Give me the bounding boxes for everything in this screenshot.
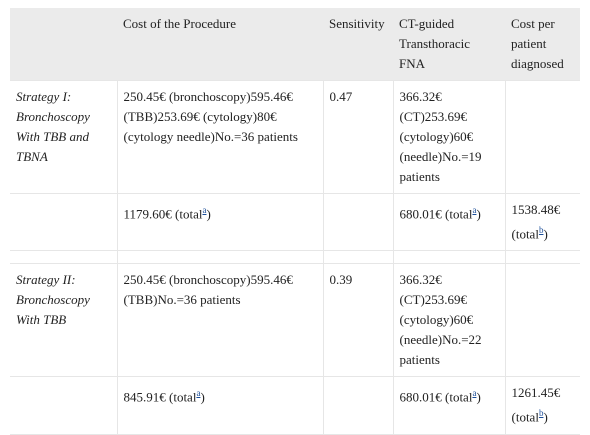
cell-text: 1261.45€ (total [511,385,561,425]
cell-text: 845.91€ (total [123,389,197,405]
data-cell: 366.32€ (CT)253.69€ (cytology)60€ (needl… [393,263,506,378]
footnote-link[interactable]: a [202,205,207,215]
cell-text: 680.01€ (total [399,206,473,222]
spacer-row [10,250,580,265]
cell-text: 0.39 [329,272,353,288]
table-row: Strategy I: Bronchoscopy With TBB and TB… [10,80,580,194]
footnote-marker: a [472,387,476,399]
footnote-marker: a [202,204,206,216]
table-header: Cost of the Procedure Sensitivity CT-guide… [10,8,580,81]
cell-text: ) [543,409,548,425]
header-text: Cost per patient diagnosed [511,16,564,71]
cell-text: 250.45€ (bronchoscopy)595.46€ (TBB)No.=3… [123,272,293,308]
data-cell: 0.39 [323,263,394,378]
data-cell: 1179.60€ (totala) [117,193,324,252]
header-text: CT-guided Transthoracic FNA [399,16,471,71]
cell-text: 1179.60€ (total [123,206,203,222]
cell-text: 366.32€ (CT)253.69€ (cytology)60€ (needl… [399,89,482,184]
header-cell: CT-guided Transthoracic FNA [393,8,505,81]
cell-text: Strategy I: Bronchoscopy With TBB and TB… [16,89,90,164]
cell-text: 366.32€ (CT)253.69€ (cytology)60€ (needl… [399,272,482,368]
cell-text: ) [476,389,481,405]
cost-table: Cost of the Procedure Sensitivity CT-guide… [10,8,580,435]
strategy-cell: Strategy II: Bronchoscopy With TBB [10,263,118,378]
table-row: 1179.60€ (totala) 680.01€ (totala) 1538.48… [10,193,580,252]
data-cell [505,263,580,378]
footnote-link[interactable]: a [472,388,477,399]
data-cell: 1538.48€ (totalb) [505,193,580,252]
data-cell: 250.45€ (bronchoscopy)595.46€ (TBB)253.6… [117,80,324,194]
cell-text: ) [476,206,481,222]
cell-text: 0.47 [329,89,353,104]
spacer-cell [117,250,324,265]
strategy-cell [10,193,118,252]
cell-text: 1538.48€ (total [511,202,561,242]
data-cell: 845.91€ (totala) [117,376,324,435]
header-cell: Cost of the Procedure [117,8,323,81]
footnote-marker: a [472,204,476,216]
data-cell [323,193,394,252]
table-row: Strategy II: Bronchoscopy With TBB 250.45… [10,263,580,378]
footnote-link[interactable]: a [472,205,477,215]
data-cell: 680.01€ (totala) [393,376,506,435]
footnote-marker: b [539,224,544,236]
header-row: Cost of the Procedure Sensitivity CT-guide… [10,8,580,81]
footnote-marker: a [196,387,200,399]
data-cell: 1261.45€ (totalb) [505,376,580,435]
spacer-cell [393,250,506,265]
spacer-cell [505,250,580,265]
header-cell: Cost per patient diagnosed [505,8,580,81]
cell-text: Strategy II: Bronchoscopy With TBB [16,272,90,328]
data-cell: 250.45€ (bronchoscopy)595.46€ (TBB)No.=3… [117,263,324,378]
header-text: Sensitivity [329,16,385,31]
page: Cost of the Procedure Sensitivity CT-guide… [10,8,580,435]
data-cell: 0.47 [323,80,394,194]
spacer-cell [323,250,394,265]
cell-text: 680.01€ (total [399,389,473,405]
data-cell [323,376,394,435]
header-text: Cost of the Procedure [123,16,237,31]
header-cell: Sensitivity [323,8,393,81]
data-cell [505,80,580,194]
data-cell: 680.01€ (totala) [393,193,506,252]
cell-text: ) [543,226,548,242]
cell-text: 250.45€ (bronchoscopy)595.46€ (TBB)253.6… [123,89,298,144]
table-row: 845.91€ (totala) 680.01€ (totala) 1261.45€… [10,376,580,435]
spacer-cell [10,250,118,265]
header-cell [10,8,117,81]
table-body: Strategy I: Bronchoscopy With TBB and TB… [10,80,580,435]
strategy-cell [10,376,118,435]
cell-text: ) [206,206,211,222]
footnote-link[interactable]: b [538,225,544,235]
cell-text: ) [200,389,205,405]
strategy-cell: Strategy I: Bronchoscopy With TBB and TB… [10,80,118,194]
footnote-link[interactable]: a [196,388,201,399]
data-cell: 366.32€ (CT)253.69€ (cytology)60€ (needl… [393,80,506,194]
